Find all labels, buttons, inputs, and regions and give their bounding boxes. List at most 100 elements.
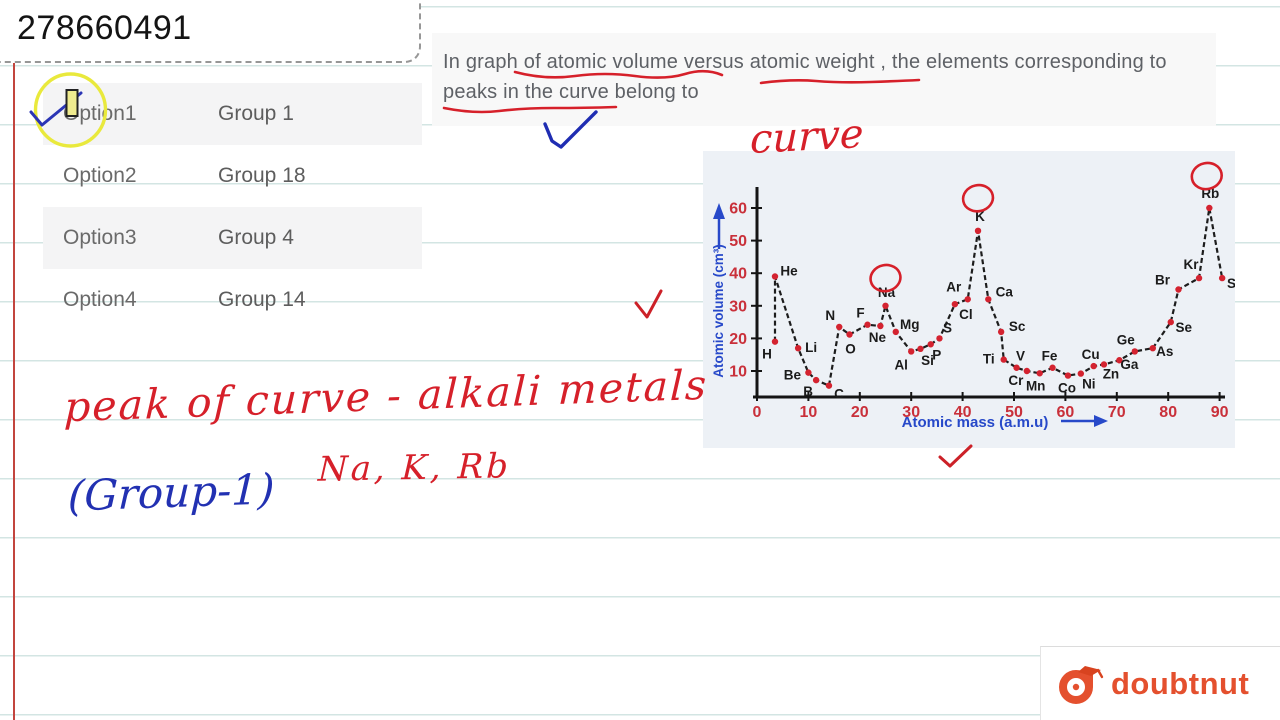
data-point-Kr (1195, 274, 1203, 282)
question-text-line2: peaks in the curve belong to (443, 81, 699, 103)
options-list: Option1 Group 1 Option2 Group 18 Option3… (43, 83, 422, 331)
data-point-Ge (1131, 348, 1138, 355)
option-row-3[interactable]: Option3 Group 4 (43, 207, 422, 269)
y-tick-label: 60 (729, 201, 747, 218)
peak-circle-Rb (1190, 161, 1223, 191)
element-label-V: V (1016, 349, 1025, 364)
data-point-Si (917, 345, 924, 353)
data-point-S (936, 335, 943, 342)
x-tick-label: 30 (902, 404, 920, 421)
element-label-Ca: Ca (996, 284, 1014, 299)
element-label-Ge: Ge (1117, 332, 1136, 347)
x-tick-label: 80 (1159, 404, 1177, 421)
option-row-4[interactable]: Option4 Group 14 (43, 269, 422, 331)
data-point-N (836, 323, 843, 331)
y-tick-label: 50 (729, 233, 747, 250)
y-tick-label: 20 (729, 331, 747, 348)
x-tick-label: 60 (1057, 404, 1075, 421)
element-label-Cu: Cu (1082, 347, 1100, 362)
option-label: Option4 (63, 288, 137, 311)
element-label-O: O (845, 341, 856, 356)
option-label: Option2 (63, 164, 137, 187)
element-label-Se: Se (1176, 320, 1193, 335)
handwriting-group-note: (Group-1) (67, 464, 276, 521)
data-point-Ni (1077, 370, 1085, 377)
data-point-Ar (964, 296, 971, 303)
data-point-Ca (985, 296, 992, 303)
data-point-Cu (1090, 362, 1097, 370)
element-label-Zn: Zn (1103, 366, 1120, 381)
option-value: Group 18 (218, 164, 306, 187)
y-tick-label: 10 (729, 364, 747, 381)
data-point-Mn (1036, 370, 1043, 377)
element-label-Ni: Ni (1082, 377, 1096, 392)
element-label-B: B (803, 384, 813, 399)
x-tick-label: 0 (753, 404, 762, 421)
element-label-Mn: Mn (1026, 378, 1046, 393)
data-point-H (771, 338, 779, 345)
question-text-line1: In graph of atomic volume versus atomic … (443, 51, 1167, 73)
graduation-cap-icon (1078, 666, 1101, 676)
data-point-Ti (1000, 356, 1007, 363)
element-label-He: He (780, 263, 798, 278)
element-label-Al: Al (894, 357, 908, 372)
y-axis-title: Atomic volume (cm³) (711, 244, 726, 378)
element-label-H: H (762, 347, 772, 362)
doubtnut-logo: doubtnut (1040, 646, 1280, 720)
element-label-Sc: Sc (1009, 319, 1026, 334)
element-label-Co: Co (1058, 381, 1076, 396)
y-tick-label: 40 (729, 266, 747, 283)
doubtnut-icon (1059, 666, 1104, 704)
x-tick-label: 50 (1005, 404, 1023, 421)
element-label-N: N (825, 308, 835, 323)
option-row-2[interactable]: Option2 Group 18 (43, 145, 422, 207)
data-point-O (846, 331, 853, 338)
element-label-Fe: Fe (1042, 349, 1058, 364)
element-label-Br: Br (1155, 273, 1171, 288)
data-point-Na (882, 302, 889, 309)
element-label-Cl: Cl (959, 307, 973, 322)
data-point-Ga (1116, 357, 1123, 364)
atomic-volume-chart: 0 10 20 30 40 50 60 70 80 90 10 20 30 40 50 60 Atomic vo… (711, 161, 1235, 431)
question-id-text: 278660491 (17, 9, 192, 47)
option-row-1[interactable]: Option1 Group 1 (43, 83, 422, 145)
data-point-Ne (877, 322, 884, 330)
x-tick-label: 20 (851, 404, 869, 421)
data-point-Sc (997, 328, 1005, 336)
element-label-S: S (943, 320, 952, 335)
option-value: Group 1 (218, 102, 294, 125)
x-axis-arrowhead (1094, 415, 1108, 427)
data-point-Li (794, 344, 802, 352)
x-tick-label: 40 (954, 404, 972, 421)
data-point-Se (1167, 318, 1174, 326)
y-tick-label: 30 (729, 298, 747, 315)
data-point-Al (908, 348, 915, 355)
element-label-F: F (856, 306, 864, 321)
peak-circle-Na (869, 263, 902, 293)
handwriting-elements-note: Na, K, Rb (317, 446, 512, 490)
question-id-tab: 278660491 (0, 0, 421, 63)
element-label-Ne: Ne (869, 330, 887, 345)
data-point-P (927, 341, 934, 348)
element-label-Ti: Ti (983, 352, 995, 367)
x-tick-label: 70 (1108, 404, 1126, 421)
handwriting-curve-word: curve (749, 110, 864, 164)
doubtnut-wordmark: doubtnut (1111, 666, 1250, 701)
y-axis-arrowhead (713, 203, 725, 219)
data-point-Co (1064, 372, 1072, 379)
option-label: Option1 (63, 102, 137, 125)
x-axis-title: Atomic mass (a.m.u) (902, 414, 1049, 431)
element-label-Sr: Sr (1227, 276, 1235, 291)
element-label-Cr: Cr (1008, 373, 1024, 388)
option-value: Group 14 (218, 288, 306, 311)
data-point-Br (1175, 286, 1182, 293)
peak-circle-K (961, 183, 995, 213)
element-label-As: As (1156, 344, 1173, 359)
x-tick-label: 10 (800, 404, 818, 421)
chart-panel: 0 10 20 30 40 50 60 70 80 90 10 20 30 40 50 60 Atomic vo… (703, 151, 1235, 448)
data-point-V (1013, 364, 1020, 371)
data-point-B (812, 376, 820, 384)
element-label-Li: Li (805, 340, 817, 355)
data-point-Zn (1100, 361, 1108, 368)
